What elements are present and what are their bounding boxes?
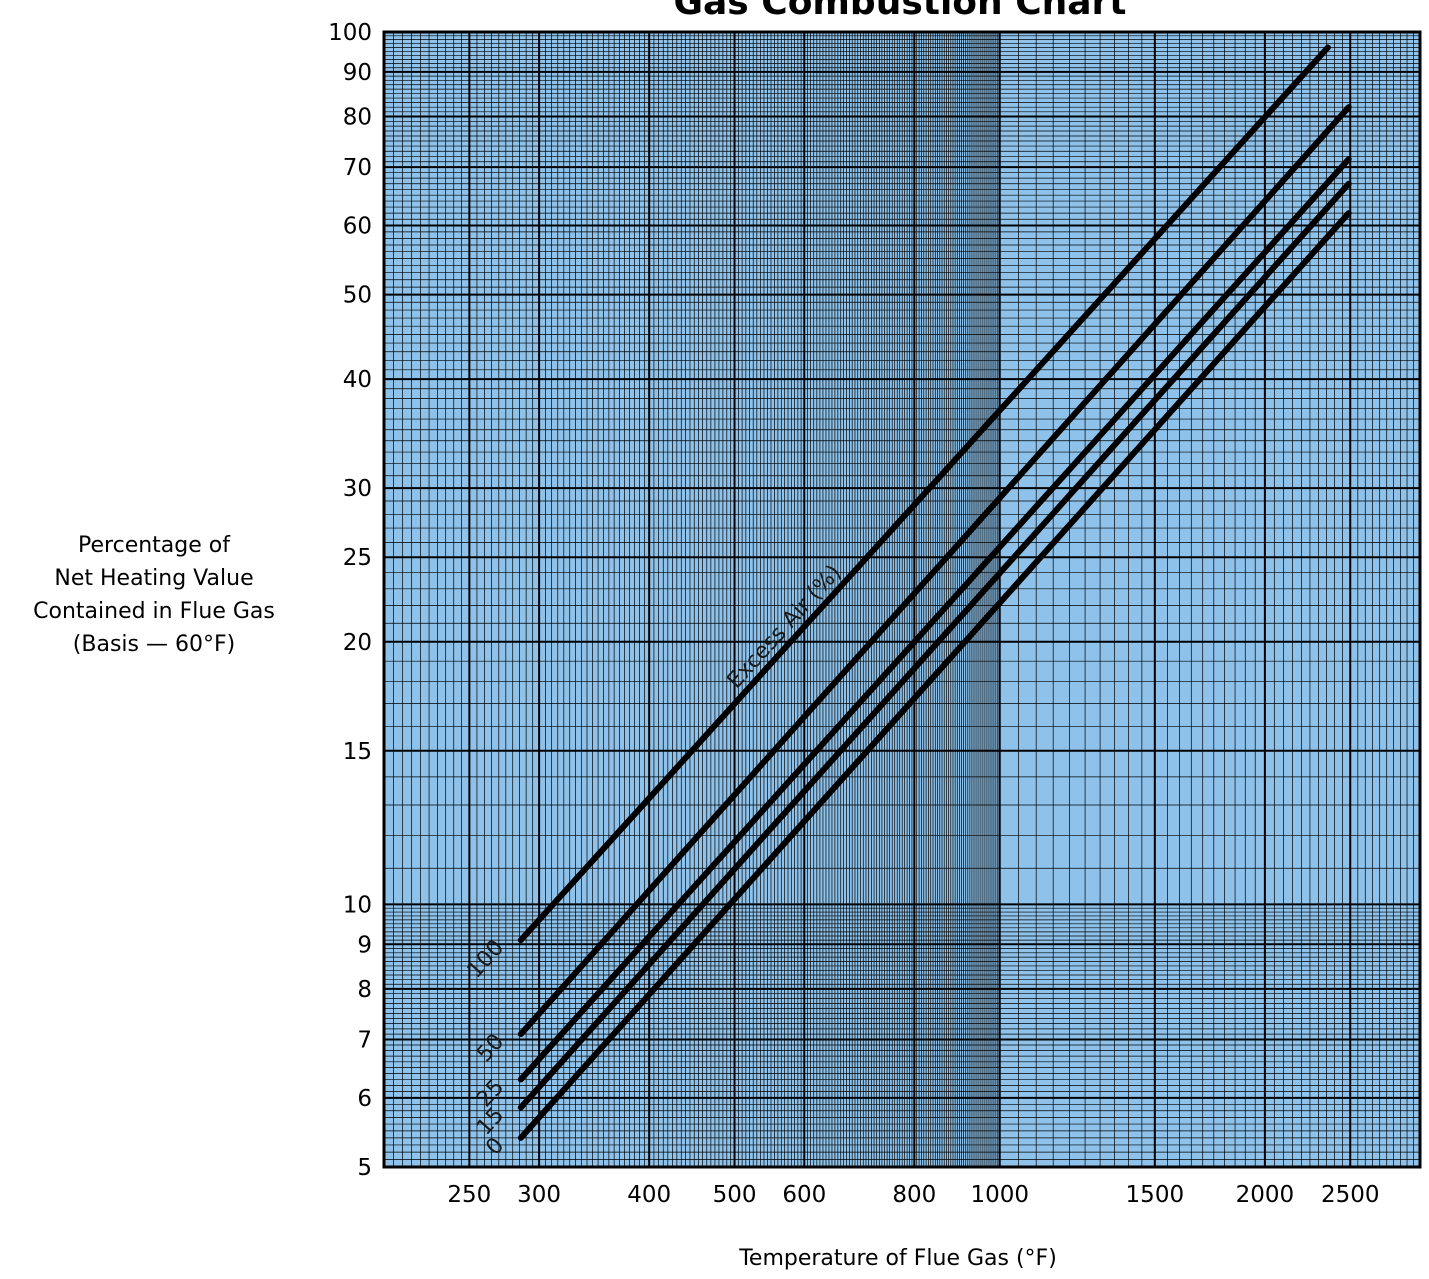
series-line-100 [517,44,1331,944]
y-tick-label: 15 [343,739,372,765]
plot-frame [382,30,1422,1169]
y-tick-label: 10 [343,892,372,918]
y-tick-label: 9 [357,932,372,958]
x-tick-label: 1000 [970,1182,1029,1208]
y-tick-label: 50 [343,283,372,309]
y-axis-label: Percentage of Net Heating Value Contained … [33,533,275,657]
x-tick-label: 300 [517,1182,561,1208]
y-tick-label: 100 [328,20,372,46]
y-axis-label-line: Percentage of [78,533,231,558]
x-tick-label: 250 [447,1182,491,1208]
y-tick-label: 40 [343,367,372,393]
series-line-15 [517,180,1352,1111]
y-tick-labels: 5 6 7 8 9 10 15 20 25 30 40 50 60 70 80 90 100 [328,20,372,1181]
y-tick-label: 20 [343,630,372,656]
y-tick-label: 90 [343,60,372,86]
y-tick-label: 8 [357,977,372,1003]
y-axis-label-line: (Basis — 60°F) [73,632,235,657]
x-tick-label: 1500 [1126,1182,1185,1208]
y-tick-label: 80 [343,105,372,131]
y-tick-label: 7 [357,1028,372,1054]
x-tick-label: 2000 [1236,1182,1295,1208]
x-axis-label: Temperature of Flue Gas (°F) [738,1246,1057,1271]
series-line-50 [517,104,1352,1038]
y-tick-label: 60 [343,214,372,240]
y-tick-label: 5 [357,1155,372,1181]
y-axis-label-line: Net Heating Value [54,566,253,591]
x-tick-label: 600 [782,1182,826,1208]
series-lines [517,44,1352,1141]
x-tick-label: 800 [892,1182,936,1208]
series-line-25 [517,156,1352,1083]
chart-title: Gas Combustion Chart [673,0,1126,23]
x-tick-label: 400 [627,1182,671,1208]
series-line-0 [517,210,1352,1141]
x-tick-label: 500 [713,1182,757,1208]
y-tick-label: 30 [343,476,372,502]
y-axis-label-line: Contained in Flue Gas [33,599,275,624]
y-tick-label: 6 [357,1086,372,1112]
y-tick-label: 25 [343,545,372,571]
x-tick-labels: 250 300 400 500 600 800 1000 1500 2000 2500 [447,1182,1379,1208]
x-tick-label: 2500 [1321,1182,1380,1208]
y-tick-label: 70 [343,155,372,181]
